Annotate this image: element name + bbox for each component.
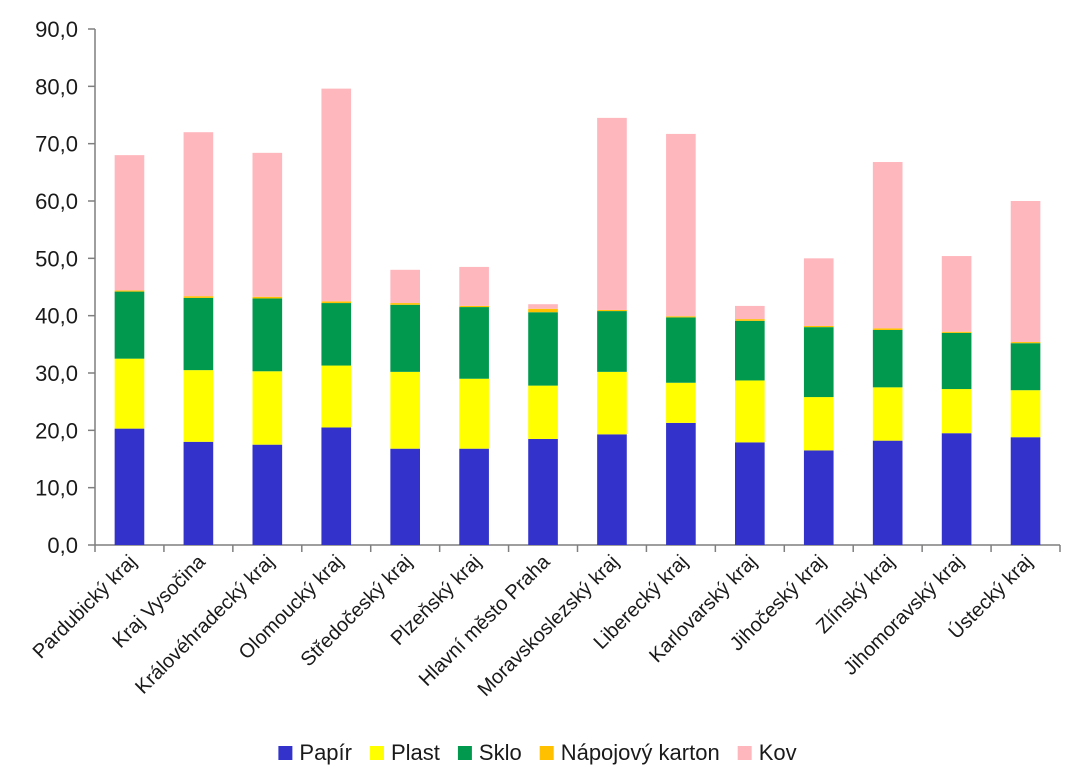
legend-label: Kov <box>759 740 797 765</box>
bar-segment <box>941 389 972 434</box>
bar-segment <box>872 162 903 329</box>
bar-segment <box>597 434 627 545</box>
bar-segment <box>666 382 696 423</box>
bar-segment <box>803 258 834 326</box>
bar-segment <box>872 330 903 388</box>
legend-swatch <box>737 746 752 760</box>
bar-segment <box>459 378 489 449</box>
bar-segment <box>1010 437 1041 545</box>
bar-segment <box>114 428 145 545</box>
bar-segment <box>872 440 903 545</box>
x-tick-label: Jihomoravský kraj <box>839 551 968 680</box>
bar-segment <box>252 371 283 445</box>
bar-segment <box>252 152 283 297</box>
y-tick-label: 30,0 <box>35 361 78 386</box>
bar-segment <box>183 296 214 298</box>
y-tick-label: 50,0 <box>35 246 78 271</box>
bar-segment <box>1010 390 1041 438</box>
legend-label: Sklo <box>479 740 522 765</box>
bar-segment <box>528 312 558 386</box>
bar-segment <box>528 308 558 313</box>
bar-segment <box>390 448 420 545</box>
bar-segment <box>528 385 558 439</box>
bar-segment <box>941 332 972 390</box>
bar-segment <box>321 365 352 428</box>
y-tick-label: 20,0 <box>35 418 78 443</box>
bar-segment <box>321 88 352 302</box>
bar-segment <box>252 298 283 372</box>
bar-segment <box>390 269 420 304</box>
bar-segment <box>459 448 489 545</box>
bar-segment <box>183 370 214 442</box>
bar-segment <box>252 296 283 299</box>
legend-swatch <box>457 746 472 760</box>
bar-segment <box>459 305 489 308</box>
bar-segment <box>528 304 558 309</box>
x-tick-label: Hlavní město Praha <box>415 550 555 690</box>
y-axis: 0,0 10,0 20,0 30,0 40,0 50,0 60,0 70,0 80,0 90,0 <box>35 17 96 558</box>
y-tick-label: 40,0 <box>35 304 78 329</box>
bar-segment <box>597 311 627 372</box>
bar-segment <box>183 441 214 545</box>
bar-segment <box>114 155 145 291</box>
bar-segment <box>321 301 352 304</box>
bar-segment <box>597 117 627 310</box>
legend-label: Papír <box>299 740 352 765</box>
bar-segment <box>803 327 834 398</box>
y-tick-label: 10,0 <box>35 476 78 501</box>
bar-segment <box>390 371 420 449</box>
y-tick-label: 0,0 <box>47 533 78 558</box>
bar-segment <box>735 319 765 321</box>
y-tick-label: 60,0 <box>35 189 78 214</box>
bar-segment <box>1010 343 1041 391</box>
bar-segment <box>597 309 627 312</box>
legend-swatch <box>369 746 384 760</box>
bar-segment <box>1010 201 1041 343</box>
bar-segment <box>459 266 489 306</box>
bar-segment <box>735 305 765 320</box>
bar-segment <box>735 320 765 381</box>
bar-segment <box>666 133 696 317</box>
bar-segment <box>390 303 420 305</box>
bars <box>114 88 1041 545</box>
y-tick-label: 80,0 <box>35 74 78 99</box>
bar-segment <box>459 307 489 379</box>
bar-segment <box>735 442 765 545</box>
legend-swatch <box>539 746 554 760</box>
legend-swatch <box>278 746 293 760</box>
bar-segment <box>666 422 696 545</box>
bar-segment <box>872 328 903 330</box>
bar-segment <box>941 256 972 332</box>
bar-segment <box>872 387 903 441</box>
bar-segment <box>114 358 145 429</box>
bar-segment <box>941 433 972 545</box>
bar-segment <box>666 317 696 383</box>
bar-segment <box>803 450 834 545</box>
y-tick-label: 90,0 <box>35 17 78 42</box>
bar-segment <box>941 331 972 333</box>
bar-segment <box>390 304 420 372</box>
y-tick-label: 70,0 <box>35 132 78 157</box>
x-tick-label: Královéhradecký kraj <box>131 551 279 699</box>
bar-segment <box>1010 342 1041 344</box>
bar-segment <box>114 291 145 359</box>
bar-segment <box>252 444 283 545</box>
bar-segment <box>666 316 696 318</box>
bar-segment <box>183 132 214 297</box>
bar-segment <box>114 290 145 292</box>
bar-segment <box>597 371 627 435</box>
bar-segment <box>321 303 352 366</box>
bar-segment <box>183 297 214 371</box>
legend-label: Nápojový karton <box>561 740 720 765</box>
bar-segment <box>803 397 834 451</box>
legend-label: Plast <box>391 740 440 765</box>
legend: Papír Plast Sklo Nápojový karton Kov <box>278 740 797 765</box>
bar-segment <box>803 325 834 328</box>
bar-segment <box>528 438 558 545</box>
bar-segment <box>321 427 352 545</box>
bar-segment <box>735 380 765 443</box>
